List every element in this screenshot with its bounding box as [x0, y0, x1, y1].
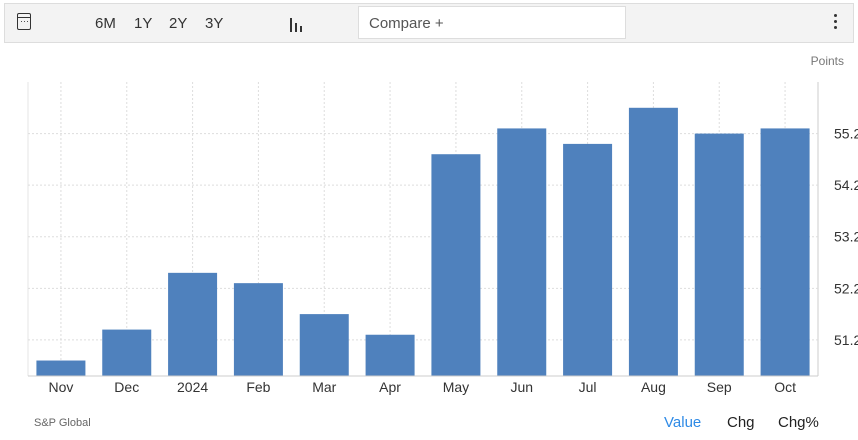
bar-sep [694, 133, 744, 376]
bar-2024 [168, 272, 218, 376]
x-tick-label: May [443, 379, 469, 395]
bar-nov [36, 360, 86, 376]
bar-jul [563, 143, 613, 376]
source-label: S&P Global [34, 417, 91, 429]
bar-apr [365, 334, 415, 376]
x-tick-label: Nov [48, 379, 73, 395]
x-tick-label: Apr [379, 379, 401, 395]
y-tick-label: 51.2 [834, 332, 858, 348]
x-tick-label: Dec [114, 379, 139, 395]
range-1y-button[interactable]: 1Y [134, 15, 153, 32]
mode-value-button[interactable]: Value [664, 414, 702, 431]
bar-feb [233, 283, 283, 376]
x-tick-label: Oct [774, 379, 796, 395]
chart-toolbar: 6M 1Y 2Y 3Y Compare + [4, 3, 854, 43]
bar-oct [760, 128, 810, 376]
y-tick-label: 53.2 [834, 229, 858, 245]
calendar-icon[interactable] [17, 13, 31, 30]
y-tick-label: 52.2 [834, 280, 858, 296]
y-axis-unit-label: Points [810, 54, 844, 68]
range-2y-button[interactable]: 2Y [169, 15, 188, 32]
bar-mar [299, 314, 349, 376]
x-tick-label: 2024 [177, 379, 208, 395]
x-tick-label: Mar [312, 379, 336, 395]
y-tick-label: 54.2 [834, 177, 858, 193]
bar-may [431, 154, 481, 376]
y-tick-label: 55.2 [834, 126, 858, 142]
bar-chart-icon[interactable] [289, 16, 303, 32]
bar-jun [497, 128, 547, 376]
bar-aug [628, 107, 678, 376]
x-tick-label: Jun [510, 379, 533, 395]
range-3y-button[interactable]: 3Y [205, 15, 224, 32]
x-tick-label: Sep [707, 379, 732, 395]
bar-dec [102, 329, 152, 376]
more-vertical-icon[interactable] [834, 14, 837, 32]
range-6m-button[interactable]: 6M [95, 15, 116, 32]
x-tick-label: Aug [641, 379, 666, 395]
mode-chg-pct-button[interactable]: Chg% [778, 414, 819, 431]
x-tick-label: Jul [579, 379, 597, 395]
mode-chg-button[interactable]: Chg [727, 414, 755, 431]
x-tick-label: Feb [246, 379, 270, 395]
compare-input[interactable]: Compare + [358, 6, 626, 39]
